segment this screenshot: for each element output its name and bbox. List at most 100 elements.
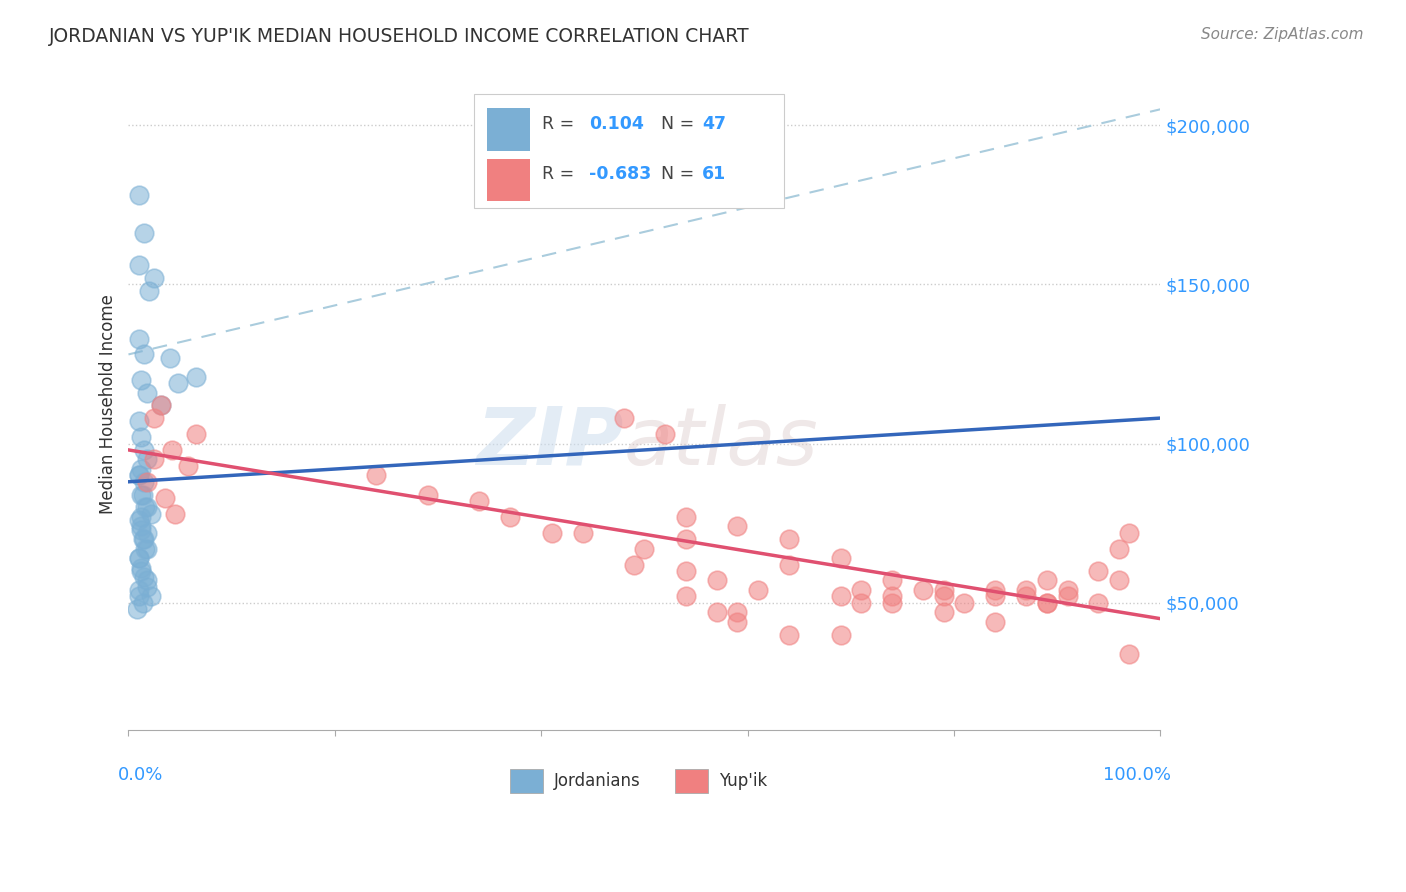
Text: N =: N =: [661, 115, 695, 133]
Point: [849, 582, 872, 597]
Point: [132, 475, 155, 489]
Point: [633, 541, 655, 556]
Point: [1015, 590, 1038, 604]
Point: [132, 570, 155, 584]
Point: [132, 532, 155, 546]
Point: [675, 509, 697, 524]
Point: [675, 590, 697, 604]
Point: [136, 475, 159, 489]
Point: [136, 500, 159, 515]
Text: N =: N =: [661, 165, 695, 183]
Point: [932, 582, 955, 597]
Point: [184, 369, 207, 384]
Point: [499, 509, 522, 524]
Point: [136, 385, 159, 400]
FancyBboxPatch shape: [486, 108, 530, 151]
Point: [159, 351, 181, 365]
Point: [129, 523, 152, 537]
Point: [1087, 564, 1109, 578]
Point: [830, 590, 852, 604]
Point: [128, 468, 150, 483]
Point: [136, 452, 159, 467]
Point: [1056, 590, 1078, 604]
Point: [129, 519, 152, 533]
Point: [1108, 574, 1130, 588]
Point: [747, 582, 769, 597]
Point: [160, 442, 183, 457]
Point: [725, 605, 748, 619]
FancyBboxPatch shape: [510, 769, 543, 793]
Point: [128, 582, 150, 597]
Point: [1036, 596, 1059, 610]
Point: [725, 519, 748, 533]
Point: [128, 551, 150, 566]
Point: [136, 574, 159, 588]
Point: [129, 462, 152, 476]
Point: [1118, 647, 1140, 661]
Point: [468, 494, 491, 508]
Point: [778, 558, 800, 572]
Point: [1087, 596, 1109, 610]
Point: [984, 615, 1007, 629]
Point: [132, 532, 155, 546]
Point: [675, 532, 697, 546]
Point: [132, 596, 155, 610]
FancyBboxPatch shape: [675, 769, 709, 793]
Point: [654, 427, 676, 442]
Point: [129, 430, 152, 444]
Point: [778, 627, 800, 641]
Point: [150, 398, 173, 412]
Point: [849, 596, 872, 610]
Point: [128, 468, 150, 483]
Point: [778, 532, 800, 546]
Point: [912, 582, 935, 597]
Point: [132, 347, 155, 361]
Point: [132, 227, 155, 241]
Point: [163, 507, 186, 521]
Point: [1036, 574, 1059, 588]
Point: [143, 411, 166, 425]
Point: [138, 284, 160, 298]
Point: [141, 590, 163, 604]
Text: Jordanians: Jordanians: [554, 772, 640, 790]
Point: [128, 414, 150, 428]
Point: [129, 487, 152, 501]
Point: [1056, 582, 1078, 597]
Point: [366, 468, 388, 483]
Text: -0.683: -0.683: [589, 165, 651, 183]
Point: [129, 560, 152, 574]
Point: [150, 398, 173, 412]
Text: 47: 47: [702, 115, 727, 133]
Point: [571, 525, 593, 540]
Point: [830, 627, 852, 641]
Point: [129, 564, 152, 578]
Text: 100.0%: 100.0%: [1102, 766, 1171, 784]
Point: [177, 458, 200, 473]
Point: [984, 582, 1007, 597]
Point: [125, 602, 148, 616]
Point: [134, 500, 156, 515]
Point: [706, 574, 728, 588]
Point: [1015, 582, 1038, 597]
FancyBboxPatch shape: [486, 159, 530, 201]
Point: [129, 373, 152, 387]
Text: ZIP: ZIP: [477, 404, 624, 482]
Point: [882, 590, 904, 604]
Text: JORDANIAN VS YUP'IK MEDIAN HOUSEHOLD INCOME CORRELATION CHART: JORDANIAN VS YUP'IK MEDIAN HOUSEHOLD INC…: [49, 27, 749, 45]
Point: [132, 442, 155, 457]
Point: [725, 615, 748, 629]
Point: [128, 258, 150, 272]
Point: [143, 271, 166, 285]
Point: [675, 564, 697, 578]
Point: [128, 590, 150, 604]
Point: [1036, 596, 1059, 610]
Point: [882, 596, 904, 610]
Point: [613, 411, 636, 425]
Point: [136, 541, 159, 556]
Point: [953, 596, 976, 610]
Text: atlas: atlas: [624, 404, 818, 482]
Point: [1108, 541, 1130, 556]
Text: Source: ZipAtlas.com: Source: ZipAtlas.com: [1201, 27, 1364, 42]
Text: Yup'ik: Yup'ik: [718, 772, 768, 790]
Point: [128, 188, 150, 202]
